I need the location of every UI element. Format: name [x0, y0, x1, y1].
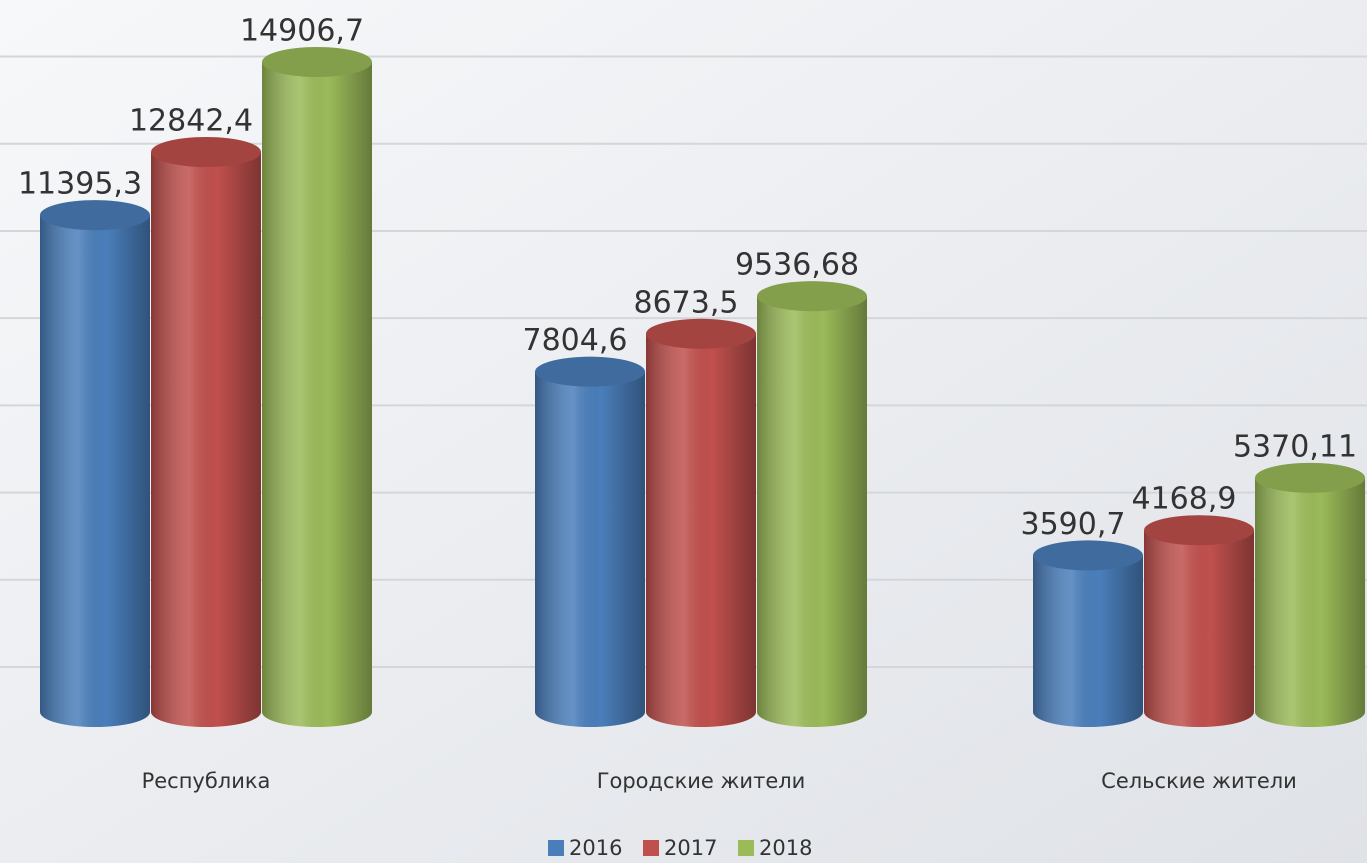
data-label: 5370,11 — [1233, 429, 1357, 464]
bar — [535, 356, 645, 727]
bar — [646, 318, 756, 727]
x-tick-label: Городские жители — [597, 769, 806, 793]
bar — [151, 137, 261, 727]
data-label: 9536,68 — [735, 248, 859, 283]
legend-label: 2017 — [664, 836, 717, 860]
bar — [1033, 540, 1143, 727]
bar — [40, 200, 150, 727]
legend-swatch — [548, 840, 564, 856]
data-label: 12842,4 — [129, 104, 253, 139]
data-label: 3590,7 — [1021, 507, 1126, 542]
x-tick-label: Сельские жители — [1101, 769, 1297, 793]
legend-label: 2018 — [759, 836, 812, 860]
legend-swatch — [738, 840, 754, 856]
data-label: 7804,6 — [523, 323, 628, 358]
legend-swatch — [643, 840, 659, 856]
x-tick-label: Республика — [142, 769, 271, 793]
bar — [1144, 515, 1254, 727]
data-label: 14906,7 — [240, 14, 364, 49]
legend-label: 2016 — [569, 836, 622, 860]
bar — [1255, 462, 1365, 727]
data-label: 8673,5 — [634, 285, 739, 320]
data-label: 11395,3 — [18, 167, 142, 202]
bar — [262, 47, 372, 727]
data-label: 4168,9 — [1132, 482, 1237, 517]
bar — [757, 281, 867, 727]
